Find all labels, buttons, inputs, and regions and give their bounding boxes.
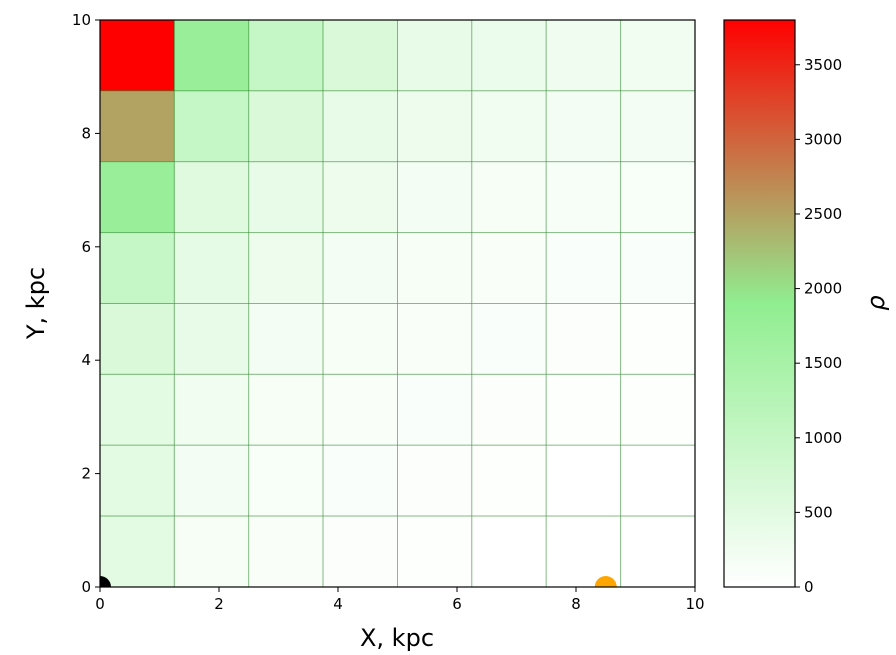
heatmap-cell	[620, 161, 696, 234]
x-axis-title: X, kpc	[360, 624, 434, 652]
heatmap-cell	[248, 444, 324, 517]
heatmap-cell	[173, 303, 250, 375]
heatmap-cell	[248, 515, 324, 588]
y-tick-label: 8	[81, 124, 91, 142]
colorbar-tick-label: 2500	[804, 205, 842, 223]
colorbar-tick-label: 3000	[804, 130, 842, 148]
heatmap-cell	[620, 19, 696, 92]
colorbar-tick-label: 3500	[804, 56, 842, 74]
heatmap-cell	[322, 90, 398, 163]
heatmap-cell	[471, 232, 547, 304]
markers	[100, 576, 617, 587]
heatmap-cell	[620, 444, 696, 517]
heatmap-cell	[322, 161, 398, 234]
heatmap-cell	[397, 19, 473, 92]
heatmap-cell	[545, 232, 622, 304]
y-axis-title: Y, kpc	[22, 267, 50, 340]
colorbar-label: ρ	[862, 295, 890, 310]
heatmap-cell	[322, 232, 398, 304]
heatmap-cell	[397, 90, 473, 163]
heatmap-cell	[248, 373, 324, 446]
plot-frame	[99, 19, 696, 588]
y-tick-label: 4	[81, 351, 91, 369]
heatmap-cell	[545, 19, 622, 92]
heatmap-cell	[99, 515, 175, 588]
heatmap-cell	[173, 373, 250, 446]
heatmap-cell	[471, 90, 547, 163]
heatmap-cell	[471, 303, 547, 375]
heatmap-cell	[173, 90, 250, 163]
heatmap-cell	[248, 90, 324, 163]
y-tick-label: 0	[81, 578, 91, 596]
heatmap-cell	[322, 303, 398, 375]
heatmap-cell	[99, 161, 175, 234]
heatmap-cell	[545, 303, 622, 375]
x-tick-label: 10	[685, 595, 704, 613]
heatmap-cell	[248, 232, 324, 304]
x-tick-label: 4	[333, 595, 343, 613]
heatmap-cell	[545, 90, 622, 163]
heatmap-cell	[99, 232, 175, 304]
y-tick-label: 10	[72, 11, 91, 29]
heatmap-cell	[173, 161, 250, 234]
heatmap-cell	[545, 444, 622, 517]
heatmap-cell	[397, 373, 473, 446]
heatmap-cell	[99, 444, 175, 517]
x-axis: 0 2 4 6 8 10	[95, 587, 705, 613]
heatmap-cell	[99, 19, 175, 92]
heatmap-cell	[99, 303, 175, 375]
heatmap-cell	[620, 232, 696, 304]
heatmap-cell	[397, 515, 473, 588]
y-tick-label: 6	[81, 238, 91, 256]
heatmap-cell	[322, 444, 398, 517]
colorbar-tick-label: 2000	[804, 280, 842, 298]
marker-point	[100, 576, 111, 587]
heatmap-cell	[545, 373, 622, 446]
heatmap-cell	[248, 19, 324, 92]
heatmap-cell	[471, 515, 547, 588]
x-tick-label: 8	[571, 595, 581, 613]
heatmap-cell	[99, 90, 175, 163]
colorbar	[723, 19, 796, 588]
heatmap-cells	[99, 19, 696, 588]
heatmap-cell	[173, 19, 250, 92]
heatmap-cell	[471, 444, 547, 517]
heatmap-cell	[322, 515, 398, 588]
heatmap-cell	[248, 161, 324, 234]
y-tick-label: 2	[81, 465, 91, 483]
heatmap-cell	[620, 303, 696, 375]
colorbar-ticks: 0 500 1000 1500 2000 2500 3000 3500	[795, 56, 842, 596]
heatmap-cell	[545, 515, 622, 588]
marker-point	[594, 576, 617, 587]
colorbar-tick-label: 1000	[804, 429, 842, 447]
heatmap-cell	[397, 161, 473, 234]
heatmap-cell	[545, 161, 622, 234]
heatmap-cell	[248, 303, 324, 375]
heatmap-cell	[620, 373, 696, 446]
heatmap-cell	[322, 19, 398, 92]
heatmap-cell	[173, 515, 250, 588]
heatmap-cell	[397, 303, 473, 375]
heatmap-cell	[173, 444, 250, 517]
y-axis: 0 2 4 6 8 10	[72, 11, 100, 596]
x-tick-label: 0	[95, 595, 105, 613]
heatmap-cell	[173, 232, 250, 304]
heatmap-cell	[397, 232, 473, 304]
heatmap-cell	[322, 373, 398, 446]
colorbar-tick-label: 0	[804, 578, 814, 596]
heatmap-cell	[397, 444, 473, 517]
colorbar-tick-label: 500	[804, 503, 833, 521]
heatmap-cell	[99, 373, 175, 446]
colorbar-tick-label: 1500	[804, 354, 842, 372]
x-tick-label: 2	[214, 595, 224, 613]
heatmap-cell	[471, 373, 547, 446]
heatmap-cell	[471, 161, 547, 234]
heatmap-cell	[620, 515, 696, 588]
x-tick-label: 6	[452, 595, 462, 613]
heatmap-cell	[620, 90, 696, 163]
heatmap-cell	[471, 19, 547, 92]
